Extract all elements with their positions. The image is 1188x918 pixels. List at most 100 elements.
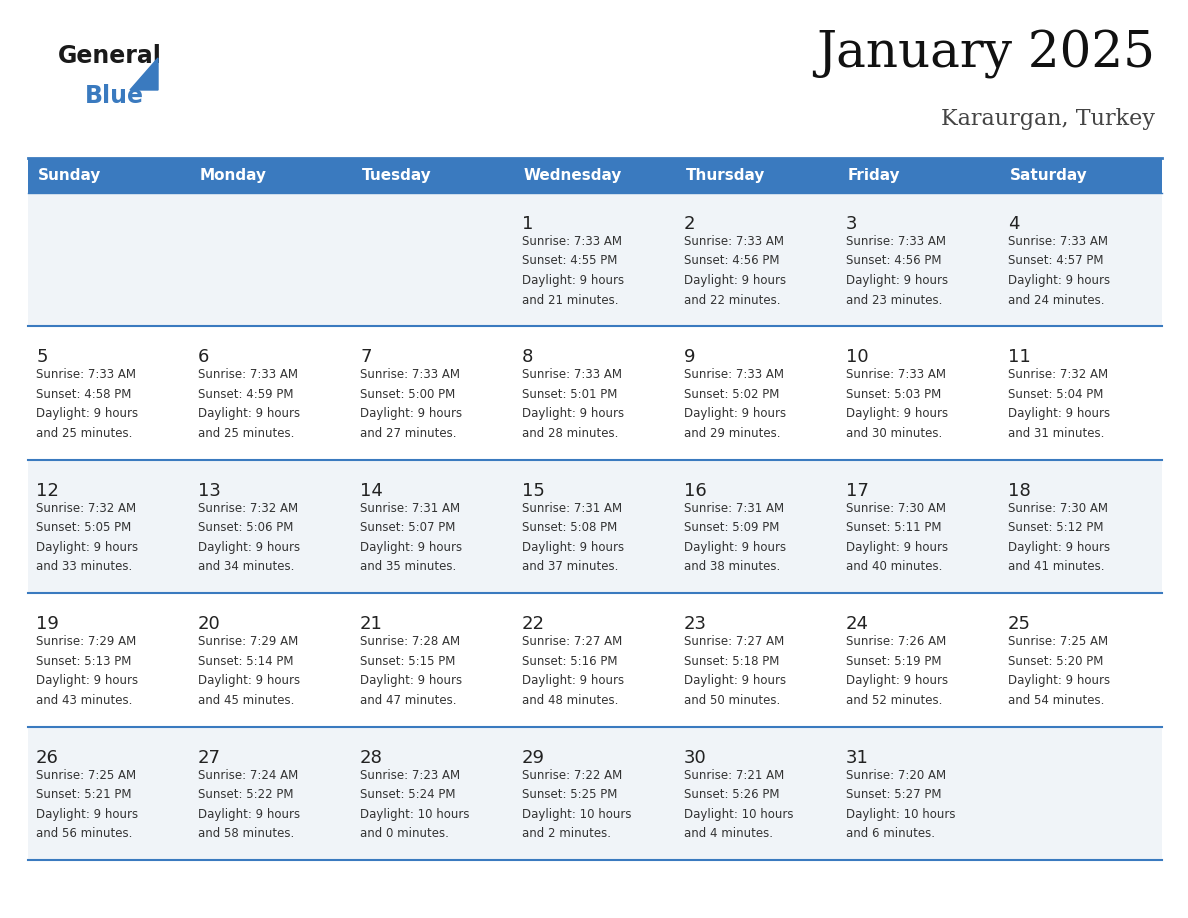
Text: and 41 minutes.: and 41 minutes. — [1009, 560, 1105, 574]
Text: and 2 minutes.: and 2 minutes. — [522, 827, 611, 840]
Text: and 21 minutes.: and 21 minutes. — [522, 294, 619, 307]
Text: Sunday: Sunday — [38, 168, 101, 183]
Text: Sunrise: 7:21 AM: Sunrise: 7:21 AM — [684, 768, 784, 781]
Text: Daylight: 9 hours: Daylight: 9 hours — [522, 674, 624, 688]
Text: Daylight: 9 hours: Daylight: 9 hours — [36, 808, 138, 821]
Text: Daylight: 9 hours: Daylight: 9 hours — [684, 541, 786, 554]
Text: and 27 minutes.: and 27 minutes. — [360, 427, 456, 440]
Bar — [29, 158, 190, 193]
Text: 10: 10 — [846, 349, 868, 366]
Text: 14: 14 — [360, 482, 383, 499]
Text: and 52 minutes.: and 52 minutes. — [846, 694, 942, 707]
Text: Tuesday: Tuesday — [361, 168, 431, 183]
Text: 26: 26 — [36, 748, 59, 767]
Text: 30: 30 — [684, 748, 707, 767]
Text: Sunset: 5:00 PM: Sunset: 5:00 PM — [360, 388, 455, 401]
Text: Sunset: 5:08 PM: Sunset: 5:08 PM — [522, 521, 618, 534]
Bar — [1000, 593, 1162, 727]
Text: and 24 minutes.: and 24 minutes. — [1009, 294, 1105, 307]
Bar — [676, 460, 838, 593]
Text: 2: 2 — [684, 215, 696, 233]
Text: Sunset: 5:24 PM: Sunset: 5:24 PM — [360, 788, 456, 801]
Text: Daylight: 9 hours: Daylight: 9 hours — [360, 408, 462, 420]
Text: Sunset: 5:26 PM: Sunset: 5:26 PM — [684, 788, 779, 801]
Text: 11: 11 — [1009, 349, 1031, 366]
Text: Monday: Monday — [200, 168, 267, 183]
Text: Sunrise: 7:33 AM: Sunrise: 7:33 AM — [360, 368, 460, 381]
Bar — [29, 460, 190, 593]
Text: and 6 minutes.: and 6 minutes. — [846, 827, 935, 840]
Bar — [838, 193, 1000, 327]
Bar — [514, 727, 676, 860]
Text: Sunrise: 7:33 AM: Sunrise: 7:33 AM — [1009, 235, 1108, 248]
Text: Daylight: 9 hours: Daylight: 9 hours — [1009, 674, 1111, 688]
Text: Daylight: 9 hours: Daylight: 9 hours — [846, 274, 948, 287]
Polygon shape — [129, 58, 158, 90]
Bar — [352, 193, 514, 327]
Text: Sunset: 5:09 PM: Sunset: 5:09 PM — [684, 521, 779, 534]
Bar — [352, 460, 514, 593]
Bar — [838, 460, 1000, 593]
Bar — [190, 593, 352, 727]
Text: 27: 27 — [198, 748, 221, 767]
Text: Sunrise: 7:20 AM: Sunrise: 7:20 AM — [846, 768, 946, 781]
Text: Thursday: Thursday — [685, 168, 765, 183]
Text: and 47 minutes.: and 47 minutes. — [360, 694, 456, 707]
Text: Sunset: 4:57 PM: Sunset: 4:57 PM — [1009, 254, 1104, 267]
Bar — [29, 327, 190, 460]
Bar — [190, 158, 352, 193]
Text: 4: 4 — [1009, 215, 1019, 233]
Text: 29: 29 — [522, 748, 545, 767]
Text: Sunset: 5:06 PM: Sunset: 5:06 PM — [198, 521, 293, 534]
Text: Daylight: 10 hours: Daylight: 10 hours — [360, 808, 469, 821]
Text: Sunset: 4:56 PM: Sunset: 4:56 PM — [684, 254, 779, 267]
Text: Daylight: 9 hours: Daylight: 9 hours — [36, 674, 138, 688]
Text: 13: 13 — [198, 482, 221, 499]
Bar — [190, 727, 352, 860]
Text: General: General — [58, 44, 162, 68]
Bar — [676, 158, 838, 193]
Text: Sunrise: 7:25 AM: Sunrise: 7:25 AM — [36, 768, 137, 781]
Bar — [514, 158, 676, 193]
Bar — [352, 593, 514, 727]
Text: 20: 20 — [198, 615, 221, 633]
Text: Daylight: 9 hours: Daylight: 9 hours — [522, 541, 624, 554]
Bar — [676, 727, 838, 860]
Text: and 54 minutes.: and 54 minutes. — [1009, 694, 1105, 707]
Text: and 56 minutes.: and 56 minutes. — [36, 827, 133, 840]
Text: Sunset: 5:22 PM: Sunset: 5:22 PM — [198, 788, 293, 801]
Text: Sunset: 5:13 PM: Sunset: 5:13 PM — [36, 655, 132, 667]
Text: and 50 minutes.: and 50 minutes. — [684, 694, 781, 707]
Text: 28: 28 — [360, 748, 383, 767]
Text: Sunset: 5:15 PM: Sunset: 5:15 PM — [360, 655, 455, 667]
Text: Daylight: 9 hours: Daylight: 9 hours — [198, 408, 301, 420]
Text: Sunset: 5:02 PM: Sunset: 5:02 PM — [684, 388, 779, 401]
Text: Blue: Blue — [86, 84, 144, 108]
Text: Daylight: 9 hours: Daylight: 9 hours — [1009, 408, 1111, 420]
Bar — [352, 327, 514, 460]
Text: 31: 31 — [846, 748, 868, 767]
Text: Daylight: 9 hours: Daylight: 9 hours — [360, 541, 462, 554]
Text: Daylight: 10 hours: Daylight: 10 hours — [684, 808, 794, 821]
Text: 8: 8 — [522, 349, 533, 366]
Text: 21: 21 — [360, 615, 383, 633]
Bar — [838, 327, 1000, 460]
Text: Wednesday: Wednesday — [524, 168, 623, 183]
Text: and 30 minutes.: and 30 minutes. — [846, 427, 942, 440]
Text: 15: 15 — [522, 482, 545, 499]
Bar — [514, 327, 676, 460]
Text: Daylight: 9 hours: Daylight: 9 hours — [36, 408, 138, 420]
Text: Sunrise: 7:31 AM: Sunrise: 7:31 AM — [522, 502, 623, 515]
Text: and 25 minutes.: and 25 minutes. — [198, 427, 295, 440]
Text: and 28 minutes.: and 28 minutes. — [522, 427, 619, 440]
Text: Sunrise: 7:27 AM: Sunrise: 7:27 AM — [522, 635, 623, 648]
Text: Sunset: 5:01 PM: Sunset: 5:01 PM — [522, 388, 618, 401]
Text: Sunrise: 7:30 AM: Sunrise: 7:30 AM — [846, 502, 946, 515]
Text: and 38 minutes.: and 38 minutes. — [684, 560, 781, 574]
Bar — [676, 327, 838, 460]
Text: and 31 minutes.: and 31 minutes. — [1009, 427, 1105, 440]
Text: 5: 5 — [36, 349, 48, 366]
Text: Sunrise: 7:33 AM: Sunrise: 7:33 AM — [522, 368, 623, 381]
Text: Sunrise: 7:25 AM: Sunrise: 7:25 AM — [1009, 635, 1108, 648]
Text: Sunset: 5:20 PM: Sunset: 5:20 PM — [1009, 655, 1104, 667]
